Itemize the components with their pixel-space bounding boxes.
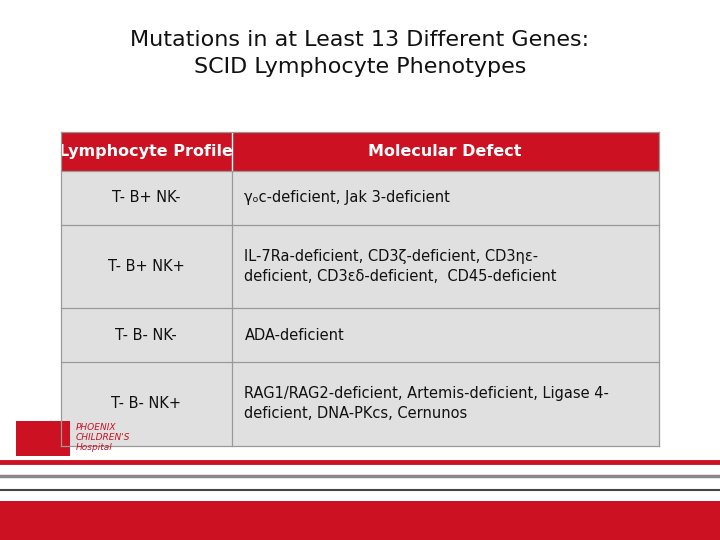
Text: T- B+ NK+: T- B+ NK+	[108, 259, 185, 274]
Text: SCID Lymphocyte Phenotypes: SCID Lymphocyte Phenotypes	[194, 57, 526, 77]
Bar	[61, 132, 659, 171]
Bar	[0, 501, 720, 540]
Text: T- B- NK-: T- B- NK-	[115, 328, 177, 342]
Bar	[16, 421, 70, 456]
Bar	[61, 225, 659, 308]
Text: Lymphocyte Profile: Lymphocyte Profile	[60, 144, 233, 159]
Text: ADA-deficient: ADA-deficient	[245, 328, 344, 342]
Text: IL-7Ra-deficient, CD3ζ-deficient, CD3ηε-
deficient, CD3εδ-deficient,  CD45-defic: IL-7Ra-deficient, CD3ζ-deficient, CD3ηε-…	[245, 249, 557, 284]
Text: Molecular Defect: Molecular Defect	[369, 144, 522, 159]
Bar	[61, 171, 659, 225]
Text: Mutations in at Least 13 Different Genes:: Mutations in at Least 13 Different Genes…	[130, 30, 590, 50]
Text: T- B- NK+: T- B- NK+	[112, 396, 181, 411]
Text: PHOENIX
CHILDREN'S
Hospital: PHOENIX CHILDREN'S Hospital	[76, 422, 130, 453]
Bar	[61, 362, 659, 446]
Text: T- B+ NK-: T- B+ NK-	[112, 191, 181, 205]
Text: RAG1/RAG2-deficient, Artemis-deficient, Ligase 4-
deficient, DNA-PKcs, Cernunos: RAG1/RAG2-deficient, Artemis-deficient, …	[245, 386, 609, 421]
Text: γₒc-deficient, Jak 3-deficient: γₒc-deficient, Jak 3-deficient	[245, 191, 450, 205]
Bar	[61, 308, 659, 362]
